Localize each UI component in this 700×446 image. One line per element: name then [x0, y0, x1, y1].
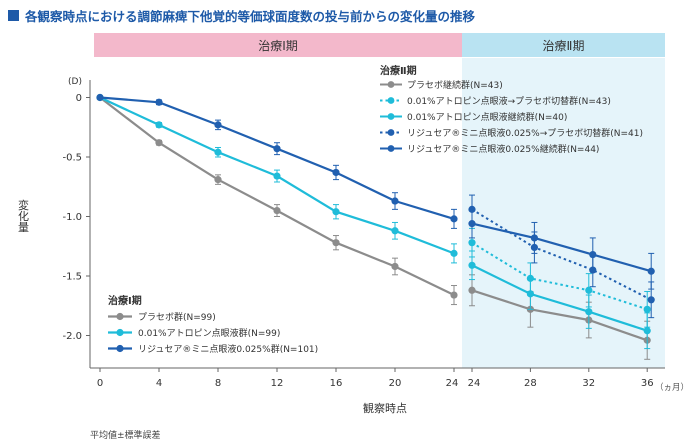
data-point — [585, 286, 593, 294]
data-point — [214, 148, 222, 156]
chart-title-text: 各観察時点における調節麻痺下他覚的等価球面度数の投与前からの変化量の推移 — [25, 8, 476, 24]
data-point — [273, 206, 281, 215]
x-tick-label: 4 — [156, 378, 162, 389]
data-point — [391, 262, 399, 271]
x-tick-label: 12 — [271, 378, 284, 389]
data-point — [647, 296, 655, 304]
data-point — [273, 145, 281, 153]
legend-marker — [387, 145, 395, 152]
legend-label: 0.01%アトロピン点眼液群(N=99) — [138, 327, 280, 339]
data-point — [468, 239, 476, 247]
legend-marker — [387, 97, 395, 104]
unit-label: (D) — [68, 77, 82, 87]
series-line — [471, 264, 648, 332]
data-point — [585, 308, 593, 316]
legend-phase1: 治療Ⅰ期 プラセボ群(N=99) 0.01%アトロピン点眼液群(N=99) リジュセ… — [104, 292, 366, 362]
data-point — [155, 121, 163, 129]
y-axis-title: 変化量 — [17, 198, 30, 232]
data-point — [96, 93, 104, 102]
legend-marker — [116, 312, 124, 321]
data-point — [332, 168, 340, 177]
x-axis-unit: （ヵ月） — [655, 382, 689, 393]
series-line — [471, 222, 652, 273]
data-point — [214, 176, 222, 184]
legend-marker — [116, 344, 124, 353]
legend-label: 0.01%アトロピン点眼液→プラセボ切替群(N=43) — [407, 95, 611, 107]
x-tick-label: 28 — [524, 378, 537, 389]
x-tick-label: 24 — [468, 378, 481, 389]
y-ticks: 0 -0.5 -1.0 -1.5 -2.0 — [62, 93, 90, 342]
data-point — [468, 286, 476, 294]
legend-phase1-title: 治療Ⅰ期 — [108, 294, 142, 307]
data-point — [214, 121, 222, 129]
data-point — [468, 261, 476, 269]
legend-marker — [387, 129, 395, 136]
data-point — [526, 290, 535, 298]
data-point — [468, 220, 476, 228]
data-point — [643, 327, 651, 335]
x-tick-label: 8 — [215, 378, 221, 389]
y-tick-label: -1.0 — [62, 212, 82, 223]
legend-label: リジュセア®ミニ点眼液0.025%継続群(N=44) — [407, 143, 599, 155]
data-point — [155, 98, 163, 106]
legend-phase2: 治療Ⅱ期 プラセボ継続群(N=43) 0.01%アトロピン点眼液→プラセボ切替群(… — [380, 64, 643, 155]
x-ticks: 0 4 8 12 16 20 24 24 28 32 36 — [97, 368, 654, 389]
legend-phase2-title: 治療Ⅱ期 — [380, 64, 417, 77]
series-line — [471, 241, 648, 311]
legend-label: リジュセア®ミニ点眼液0.025%群(N=101) — [138, 343, 318, 355]
y-tick-label: -1.5 — [62, 272, 82, 283]
data-point — [332, 239, 340, 247]
data-point — [450, 215, 458, 223]
phase2-header-band — [462, 33, 665, 57]
series-line — [99, 96, 455, 296]
x-tick-label: 32 — [582, 378, 595, 389]
y-tick-label: -0.5 — [62, 153, 82, 164]
data-point — [332, 208, 340, 216]
chart-title: 各観察時点における調節麻痺下他覚的等価球面度数の投与前からの変化量の推移 — [8, 4, 475, 26]
data-point — [647, 267, 655, 275]
series-line — [471, 289, 648, 342]
legend-label: 0.01%アトロピン点眼液継続群(N=40) — [407, 111, 567, 123]
data-point — [589, 250, 597, 259]
legend-marker — [116, 328, 124, 337]
x-tick-label: 36 — [641, 378, 654, 389]
x-axis-title: 観察時点 — [363, 401, 407, 415]
legend-marker — [387, 113, 395, 120]
phase2-header-label: 治療Ⅱ期 — [543, 39, 585, 53]
legend-label: リジュセア®ミニ点眼液0.025%→プラセボ切替群(N=41) — [407, 127, 643, 139]
legend-label: プラセボ群(N=99) — [138, 311, 216, 323]
data-point — [273, 172, 281, 180]
y-tick-label: -2.0 — [62, 331, 82, 342]
legend-phase1-background — [104, 292, 366, 362]
x-tick-label: 0 — [97, 378, 103, 389]
phase1-header-label: 治療Ⅰ期 — [258, 39, 298, 53]
x-tick-label: 16 — [330, 378, 343, 389]
legend-label: プラセボ継続群(N=43) — [407, 79, 503, 91]
y-tick-label: 0 — [76, 93, 82, 104]
data-point — [450, 291, 458, 299]
phase1-header-band — [94, 33, 462, 57]
footnote: 平均値±標準誤差 — [90, 431, 161, 441]
data-point — [391, 227, 399, 235]
x-tick-label: 20 — [389, 378, 402, 389]
x-tick-label: 24 — [446, 378, 459, 389]
data-point — [391, 197, 399, 205]
series-layer — [96, 93, 655, 360]
data-point — [155, 139, 163, 147]
legend-marker — [387, 81, 395, 88]
data-point — [643, 305, 651, 313]
data-point — [450, 249, 458, 257]
data-point — [530, 234, 539, 242]
title-marker — [8, 9, 19, 21]
